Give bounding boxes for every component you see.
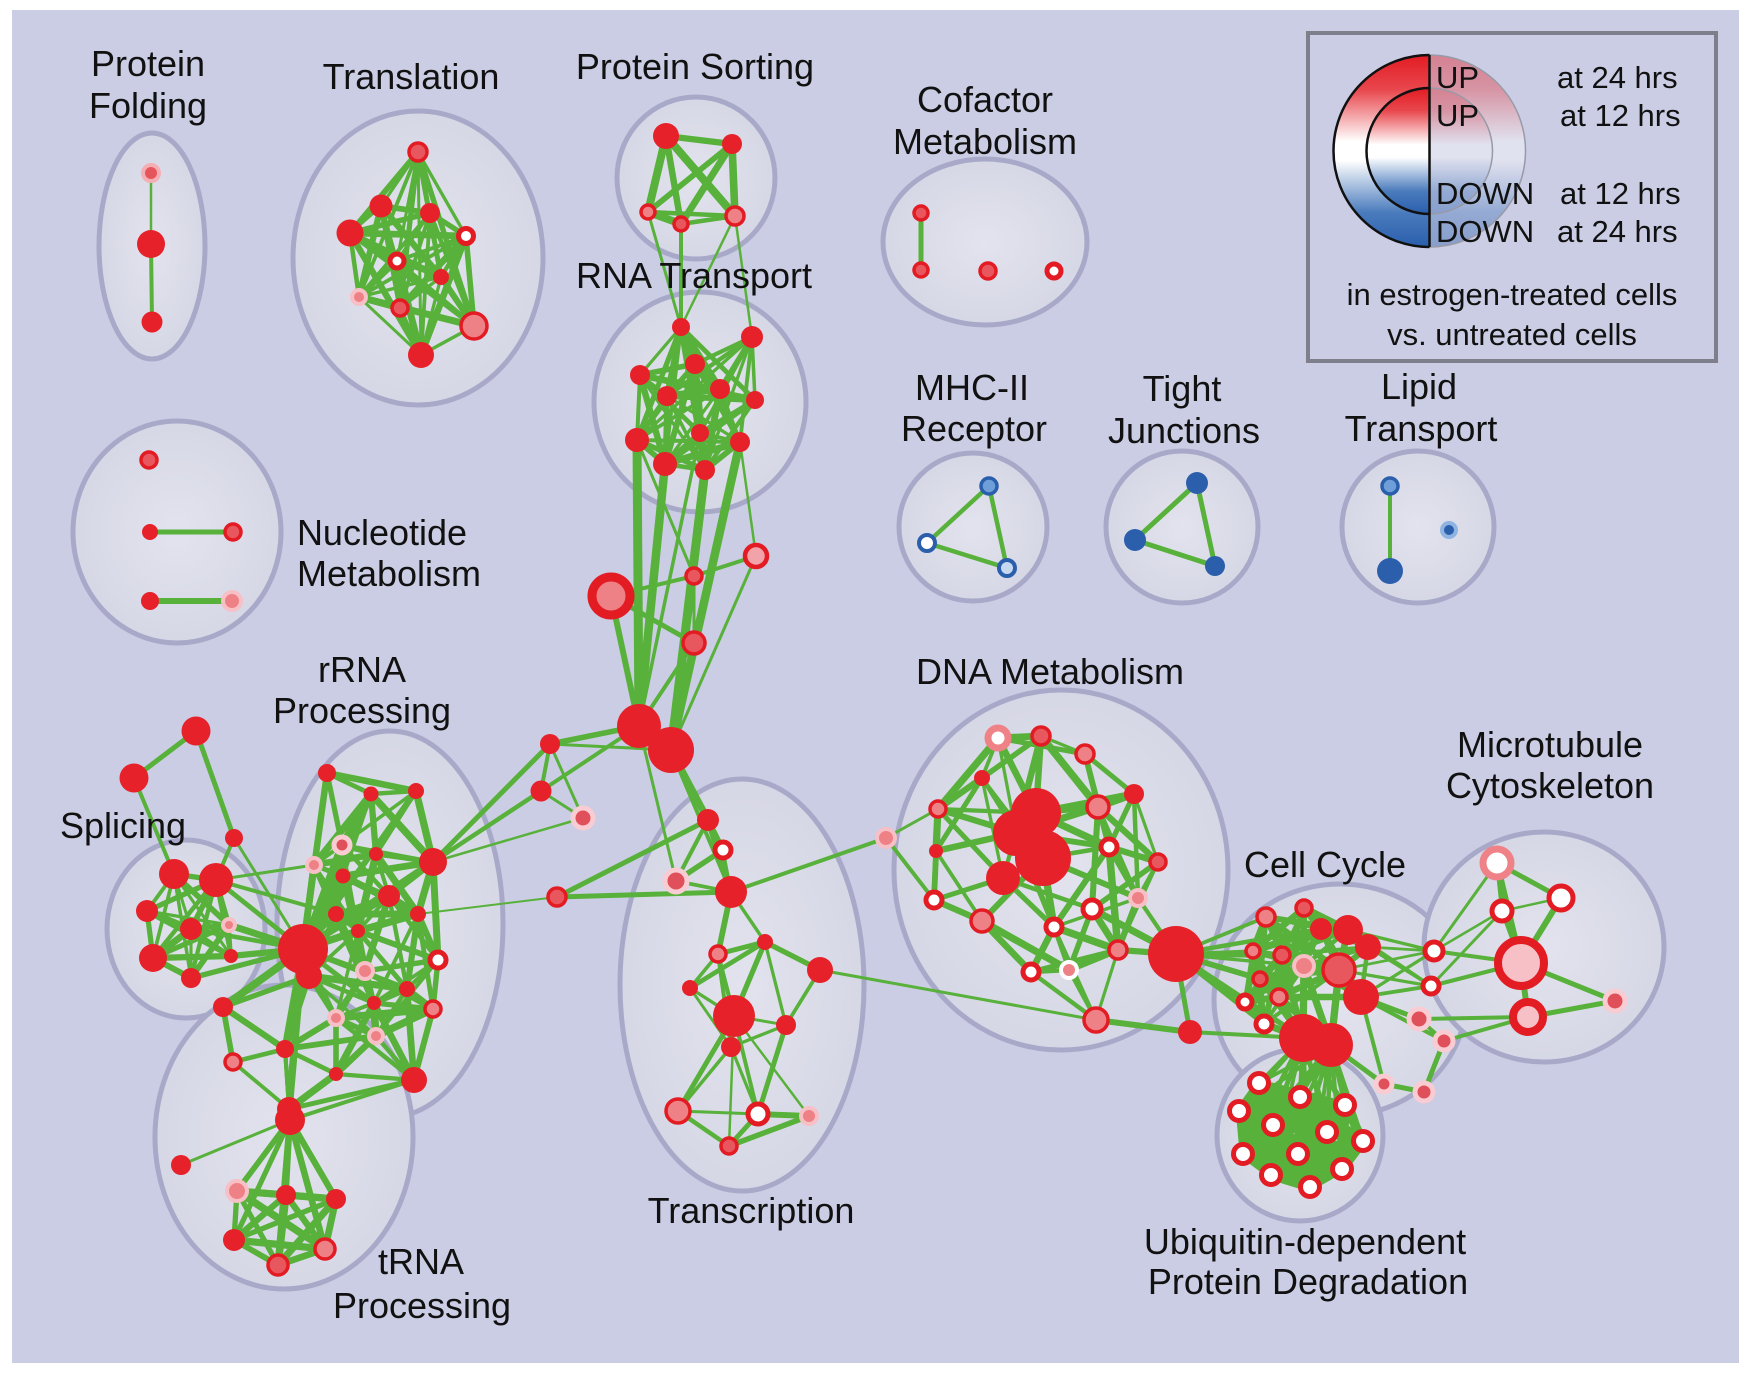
svg-text:Cytoskeleton: Cytoskeleton: [1446, 765, 1654, 806]
svg-text:Microtubule: Microtubule: [1457, 724, 1643, 765]
svg-text:Metabolism: Metabolism: [297, 553, 481, 594]
svg-text:Cell Cycle: Cell Cycle: [1244, 844, 1406, 885]
svg-text:at 24 hrs: at 24 hrs: [1557, 214, 1678, 249]
svg-text:DNA Metabolism: DNA Metabolism: [916, 651, 1184, 692]
svg-text:UP: UP: [1436, 98, 1479, 133]
svg-text:tRNA: tRNA: [378, 1241, 464, 1282]
svg-text:Tight: Tight: [1143, 368, 1222, 409]
svg-text:DOWN: DOWN: [1436, 214, 1534, 249]
svg-text:Folding: Folding: [89, 85, 207, 126]
svg-text:at 24 hrs: at 24 hrs: [1557, 60, 1678, 95]
svg-text:in estrogen-treated cells: in estrogen-treated cells: [1347, 277, 1678, 312]
svg-text:Processing: Processing: [333, 1285, 511, 1326]
svg-text:Ubiquitin-dependent: Ubiquitin-dependent: [1144, 1221, 1466, 1262]
svg-text:at 12 hrs: at 12 hrs: [1560, 98, 1681, 133]
svg-text:Nucleotide: Nucleotide: [297, 512, 467, 553]
svg-text:RNA Transport: RNA Transport: [576, 255, 812, 296]
svg-text:Translation: Translation: [323, 56, 500, 97]
svg-text:Cofactor: Cofactor: [917, 79, 1053, 120]
svg-text:Receptor: Receptor: [901, 408, 1047, 449]
svg-text:Metabolism: Metabolism: [893, 121, 1077, 162]
svg-text:Lipid: Lipid: [1381, 366, 1457, 407]
svg-text:Protein Sorting: Protein Sorting: [576, 46, 814, 87]
svg-text:UP: UP: [1436, 60, 1479, 95]
svg-text:Junctions: Junctions: [1108, 410, 1260, 451]
svg-text:Processing: Processing: [273, 690, 451, 731]
svg-text:MHC-II: MHC-II: [915, 367, 1029, 408]
svg-text:vs. untreated cells: vs. untreated cells: [1387, 317, 1637, 352]
svg-text:Protein: Protein: [91, 43, 205, 84]
svg-text:Splicing: Splicing: [60, 805, 186, 846]
svg-text:rRNA: rRNA: [318, 649, 406, 690]
svg-text:at 12 hrs: at 12 hrs: [1560, 176, 1681, 211]
svg-text:Transcription: Transcription: [648, 1190, 855, 1231]
svg-text:DOWN: DOWN: [1436, 176, 1534, 211]
svg-text:Transport: Transport: [1345, 408, 1498, 449]
svg-text:Protein Degradation: Protein Degradation: [1148, 1261, 1468, 1302]
